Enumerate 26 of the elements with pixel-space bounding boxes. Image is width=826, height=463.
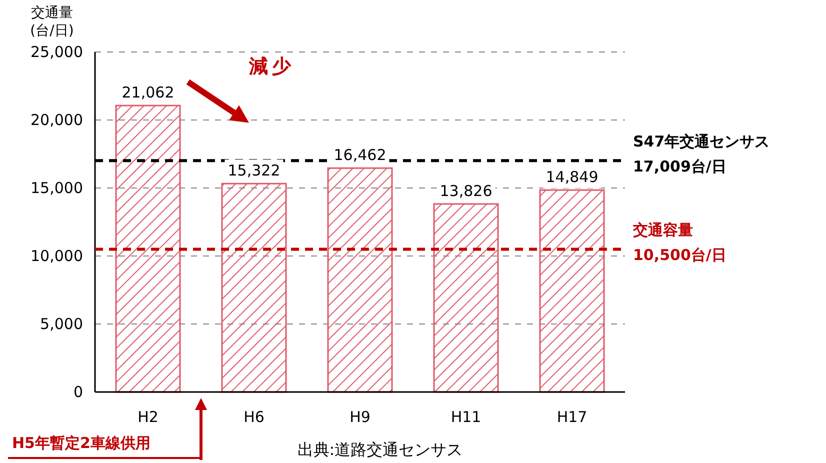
text: H5年暫定2車線供用 <box>12 434 150 452</box>
bar <box>539 189 605 393</box>
x-tick-label: H9 <box>350 408 370 426</box>
bar <box>327 167 393 393</box>
y-tick-label: 20,000 <box>30 111 83 129</box>
text: 21,062 <box>122 84 174 102</box>
text: 15,322 <box>228 162 280 180</box>
y-tick-label: 0 <box>73 383 83 401</box>
y-axis-title: 交通量 (台/日) <box>30 5 74 39</box>
y-tick-label: 15,000 <box>30 179 83 197</box>
x-tick-label: H11 <box>450 408 482 426</box>
y-tick-label: 10,000 <box>30 247 83 265</box>
bar <box>433 203 499 393</box>
ref-line-label: 交通容量 10,500台/日 <box>632 221 726 264</box>
text: 13,826 <box>440 182 492 200</box>
x-tick-label: H2 <box>138 408 158 426</box>
text: 16,462 <box>334 146 386 164</box>
ref-line-label: S47年交通センサス 17,009台/日 <box>633 132 770 176</box>
bar <box>221 182 287 393</box>
source-note: 出典:道路交通センサス <box>297 440 463 459</box>
y-tick-label: 25,000 <box>30 43 83 61</box>
y-tick-label: 5,000 <box>40 315 83 333</box>
x-tick-label: H17 <box>556 408 588 426</box>
text: 14,849 <box>546 168 598 186</box>
annotation: 減少 <box>248 55 295 78</box>
x-tick-label: H6 <box>244 408 264 426</box>
